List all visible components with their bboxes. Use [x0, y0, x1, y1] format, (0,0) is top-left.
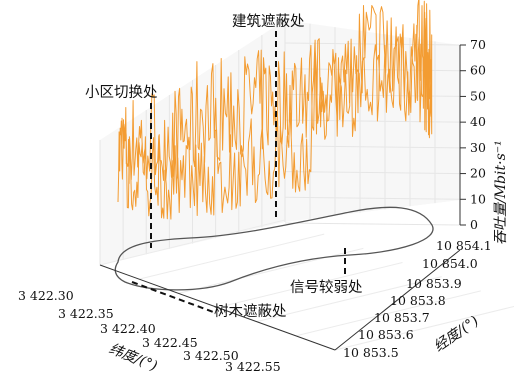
throughput-line [117, 0, 433, 220]
x-tick-label: 3 422.40 [100, 321, 156, 336]
z-tick-label: 40 [470, 114, 486, 129]
annot-weak: 信号较弱处 [290, 278, 363, 296]
z-gridline [284, 145, 461, 149]
z-gridline [284, 222, 461, 226]
y-tick-label: 10 853.5 [343, 345, 399, 360]
y-tick-label: 10 853.7 [374, 310, 430, 325]
annot-tree: 树木遮蔽处 [214, 303, 287, 320]
y-tick-label: 10 854.0 [422, 256, 478, 271]
y-tick-label: 10 853.9 [406, 276, 462, 291]
gridlines [99, 20, 514, 351]
y-axis-line [334, 249, 461, 351]
z-tick-label: 0 [470, 217, 478, 232]
z-tick-label: 10 [470, 191, 486, 206]
route-loop [114, 206, 434, 291]
y-tick-label: 10 853.8 [390, 293, 446, 308]
x-tick-label: 3 422.35 [58, 306, 114, 321]
floor-gridline [99, 219, 286, 266]
z-gridline [284, 171, 461, 175]
throughput-series [117, 0, 433, 220]
floor-gridline [256, 276, 442, 323]
z-tick-label: 50 [470, 88, 486, 103]
annot-building: 建筑遮蔽处 [232, 13, 305, 30]
z-tick-label: 20 [470, 166, 486, 181]
z-axis-label: 吞吐量/Mbit·s⁻¹ [493, 140, 509, 245]
y-axis-label: 经度/(°) [431, 313, 482, 355]
x-tick-label: 3 422.45 [142, 335, 198, 350]
y-tick-label: 10 853.6 [358, 327, 414, 342]
z-tick-label: 60 [470, 63, 486, 78]
x-tick-label: 3 422.50 [183, 348, 239, 363]
floor-gridline [295, 290, 481, 337]
z-gridline [284, 196, 461, 200]
floor-gridline [139, 233, 325, 280]
x-axis-line [99, 264, 336, 351]
z-tick-label: 70 [470, 37, 486, 52]
floor-gridline [217, 262, 403, 308]
annot-line-tree [131, 281, 217, 314]
floor-gridline [334, 305, 514, 351]
z-tick-label: 30 [470, 140, 486, 155]
x-tick-label: 3 422.30 [18, 288, 74, 303]
z-gridline [284, 42, 461, 46]
x-tick-label: 3 422.55 [225, 359, 281, 372]
y-tick-label: 10 854.1 [436, 238, 492, 253]
annot-handover: 小区切换处 [85, 84, 158, 101]
